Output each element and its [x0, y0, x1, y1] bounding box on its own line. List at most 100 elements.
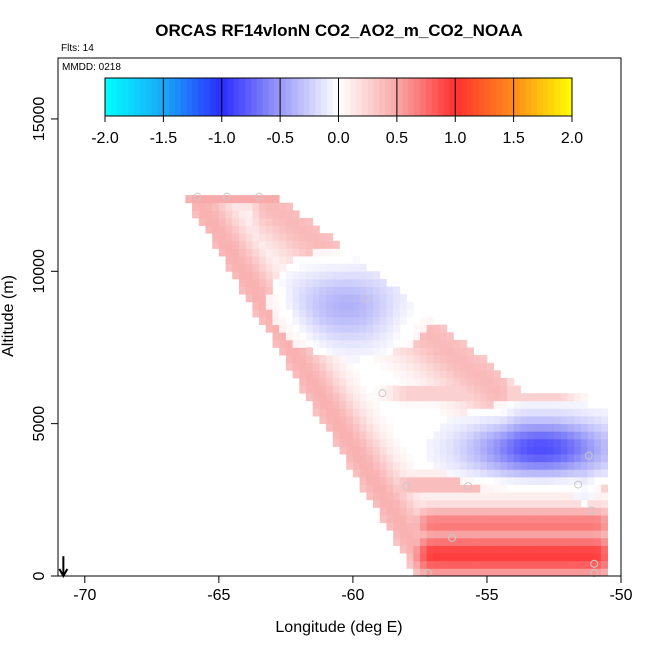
heat-cell — [285, 271, 293, 280]
heat-cell — [312, 324, 320, 333]
heat-cell — [453, 339, 461, 348]
heat-cell — [560, 416, 568, 425]
heat-cell — [305, 263, 314, 272]
heat-cell — [540, 492, 548, 501]
heat-cell — [379, 507, 387, 516]
heat-cell — [419, 530, 428, 539]
heat-cell — [500, 393, 508, 402]
heat-cell — [440, 530, 448, 539]
heat-cell — [600, 522, 608, 531]
heat-cell — [507, 454, 515, 463]
heat-cell — [259, 202, 267, 211]
heat-cell — [359, 416, 367, 425]
heat-cell — [419, 469, 428, 478]
heat-cell — [386, 431, 394, 440]
plot-frame — [57, 57, 622, 577]
heat-cell — [426, 530, 434, 539]
heat-cell — [379, 393, 387, 402]
heat-cell — [366, 446, 374, 455]
heat-cell — [446, 400, 454, 409]
heat-cell — [547, 522, 555, 531]
heat-cell — [292, 332, 300, 341]
heat-cell — [339, 339, 347, 348]
colorbar-slice — [303, 78, 310, 116]
colorbar-slice — [449, 78, 456, 116]
heat-cell — [480, 438, 488, 447]
colorbar-tick-label: 1.5 — [503, 130, 525, 147]
heat-cell — [272, 263, 280, 272]
heat-cell — [299, 248, 307, 257]
heat-cell — [480, 377, 488, 386]
heat-cell — [574, 438, 582, 447]
heat-cell — [292, 225, 300, 234]
heat-cell — [453, 560, 461, 569]
heat-cell — [433, 332, 441, 341]
heat-cell — [547, 431, 555, 440]
heat-cell — [433, 568, 441, 577]
heat-cell — [460, 431, 468, 440]
heat-cell — [419, 492, 428, 501]
heat-cell — [500, 530, 508, 539]
heat-cell — [319, 248, 327, 257]
heat-cell — [540, 469, 548, 478]
heat-cell — [587, 476, 595, 485]
heat-cell — [453, 461, 461, 470]
heat-cell — [567, 446, 575, 455]
y-tick-label: 0 — [31, 571, 48, 580]
colorbar-slice — [297, 78, 304, 116]
heat-cell — [574, 454, 582, 463]
heat-cell — [473, 492, 481, 501]
heat-cell — [379, 294, 387, 303]
heat-cell — [212, 195, 220, 204]
heat-cell — [332, 271, 340, 280]
heat-cell — [600, 438, 608, 447]
heat-cell — [319, 400, 327, 409]
heat-cell — [453, 362, 461, 371]
heat-cell — [379, 362, 387, 371]
heat-cell — [453, 454, 461, 463]
heat-cell — [419, 385, 428, 394]
heat-cell — [285, 355, 293, 364]
heat-cell — [594, 461, 602, 470]
heat-cell — [399, 446, 407, 455]
heat-cell — [259, 233, 267, 242]
observation-point — [362, 294, 371, 303]
colorbar-slice — [186, 78, 194, 116]
heat-cell — [426, 324, 434, 333]
heat-cell — [527, 469, 535, 478]
heat-cell — [446, 377, 454, 386]
heat-cell — [500, 545, 508, 554]
heat-cell — [520, 476, 528, 485]
heat-cell — [379, 278, 387, 287]
heat-cell — [346, 408, 354, 417]
heat-cell — [580, 438, 588, 447]
heat-cell — [332, 248, 340, 257]
heat-cell — [225, 233, 233, 242]
heat-cell — [225, 202, 233, 211]
heat-cell — [279, 240, 287, 249]
heat-cell — [406, 454, 414, 463]
heat-cell — [440, 377, 448, 386]
heat-cell — [493, 560, 501, 569]
heat-cell — [292, 217, 300, 226]
heat-cell — [399, 400, 407, 409]
heat-cell — [386, 393, 394, 402]
heat-cell — [305, 233, 314, 242]
heat-cell — [272, 271, 280, 280]
heat-cell — [386, 522, 394, 531]
heat-cell — [379, 476, 387, 485]
heat-cell — [486, 454, 495, 463]
heat-cell — [379, 332, 387, 341]
x-tick-label: -55 — [475, 587, 498, 604]
heat-cell — [533, 400, 541, 409]
heat-cell — [339, 301, 347, 310]
heat-cell — [547, 530, 555, 539]
heat-cell — [600, 492, 608, 501]
heat-cell — [406, 400, 414, 409]
heat-cell — [366, 454, 374, 463]
heat-cell — [460, 347, 468, 356]
heat-cell — [299, 286, 307, 295]
heat-cell — [352, 332, 360, 341]
heat-cell — [567, 416, 575, 425]
